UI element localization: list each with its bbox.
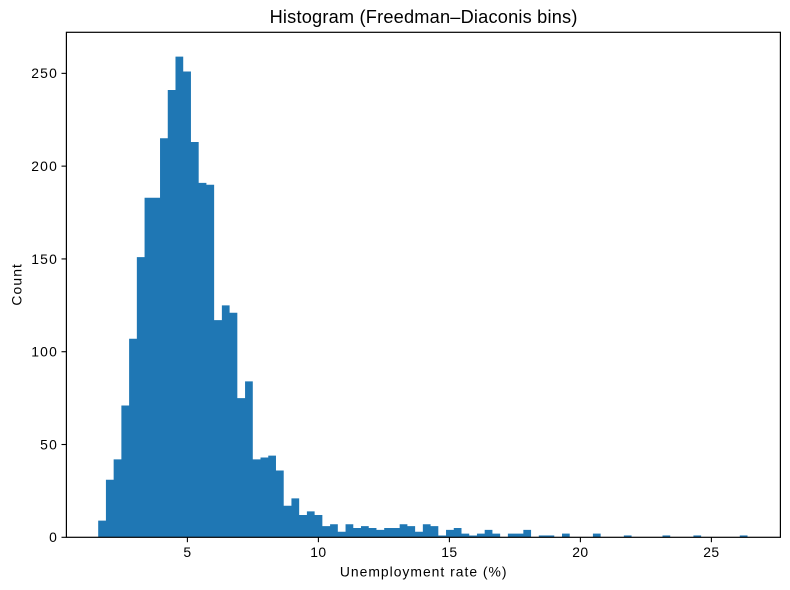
svg-text:10: 10	[310, 544, 326, 560]
svg-text:Unemployment rate (%): Unemployment rate (%)	[340, 564, 508, 580]
svg-text:100: 100	[31, 344, 58, 360]
svg-text:20: 20	[572, 544, 588, 560]
svg-text:150: 150	[31, 251, 58, 267]
svg-text:0: 0	[49, 529, 58, 545]
svg-text:15: 15	[441, 544, 457, 560]
svg-text:25: 25	[703, 544, 719, 560]
svg-text:50: 50	[40, 436, 58, 452]
svg-text:5: 5	[183, 544, 191, 560]
svg-text:Histogram (Freedman–Diaconis b: Histogram (Freedman–Diaconis bins)	[270, 7, 578, 27]
svg-text:200: 200	[31, 158, 58, 174]
svg-text:Count: Count	[9, 263, 25, 306]
svg-text:250: 250	[31, 65, 58, 81]
